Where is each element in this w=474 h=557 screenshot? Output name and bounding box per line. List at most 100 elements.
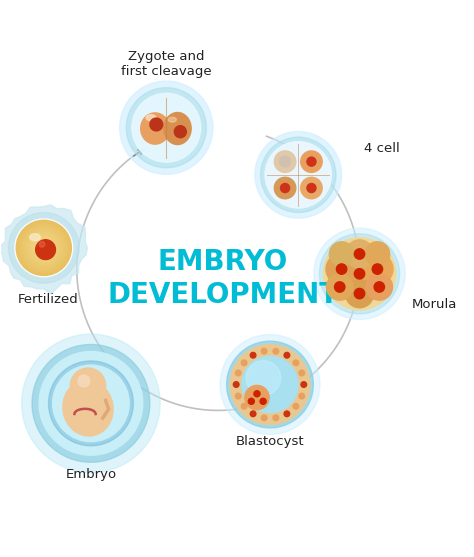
Circle shape bbox=[236, 393, 241, 399]
Polygon shape bbox=[0, 205, 87, 294]
Circle shape bbox=[24, 228, 64, 268]
Circle shape bbox=[48, 361, 133, 446]
Circle shape bbox=[39, 242, 45, 247]
Circle shape bbox=[307, 157, 316, 166]
Circle shape bbox=[30, 234, 57, 262]
Circle shape bbox=[365, 242, 390, 266]
Circle shape bbox=[261, 349, 267, 354]
Circle shape bbox=[15, 219, 73, 277]
Circle shape bbox=[33, 237, 55, 259]
Circle shape bbox=[307, 183, 316, 193]
Circle shape bbox=[374, 282, 384, 292]
Circle shape bbox=[41, 245, 46, 251]
Text: Morula: Morula bbox=[411, 298, 457, 311]
Circle shape bbox=[261, 137, 336, 213]
Ellipse shape bbox=[168, 118, 176, 122]
Circle shape bbox=[26, 229, 62, 266]
Ellipse shape bbox=[141, 113, 170, 144]
Text: 4 cell: 4 cell bbox=[364, 143, 400, 155]
Circle shape bbox=[326, 253, 357, 285]
Circle shape bbox=[241, 403, 247, 409]
Circle shape bbox=[355, 249, 365, 259]
Circle shape bbox=[18, 222, 70, 273]
Circle shape bbox=[16, 221, 72, 276]
Circle shape bbox=[281, 183, 290, 193]
Circle shape bbox=[233, 382, 239, 387]
Circle shape bbox=[227, 341, 313, 428]
Circle shape bbox=[21, 225, 67, 271]
Circle shape bbox=[329, 242, 354, 266]
Circle shape bbox=[236, 370, 241, 376]
Circle shape bbox=[23, 227, 65, 269]
Circle shape bbox=[38, 242, 49, 253]
Ellipse shape bbox=[164, 113, 191, 144]
Circle shape bbox=[260, 398, 266, 404]
Circle shape bbox=[299, 370, 305, 376]
Ellipse shape bbox=[274, 177, 296, 199]
Circle shape bbox=[22, 334, 160, 473]
Circle shape bbox=[78, 375, 90, 387]
Circle shape bbox=[255, 131, 342, 218]
Circle shape bbox=[335, 282, 345, 292]
Circle shape bbox=[39, 243, 48, 252]
Ellipse shape bbox=[146, 115, 156, 121]
Circle shape bbox=[27, 231, 60, 265]
Circle shape bbox=[314, 228, 405, 320]
Circle shape bbox=[362, 253, 393, 285]
Circle shape bbox=[17, 221, 71, 275]
Circle shape bbox=[32, 236, 56, 260]
Circle shape bbox=[327, 274, 353, 300]
Circle shape bbox=[284, 353, 290, 358]
Ellipse shape bbox=[301, 177, 322, 199]
Circle shape bbox=[230, 345, 310, 424]
Circle shape bbox=[37, 241, 50, 255]
Circle shape bbox=[43, 247, 45, 249]
Circle shape bbox=[355, 268, 365, 279]
Circle shape bbox=[299, 393, 305, 399]
Circle shape bbox=[36, 240, 52, 256]
Circle shape bbox=[34, 238, 54, 258]
Circle shape bbox=[19, 223, 69, 273]
Circle shape bbox=[36, 241, 51, 255]
Ellipse shape bbox=[30, 234, 40, 241]
Circle shape bbox=[355, 289, 365, 299]
Circle shape bbox=[27, 231, 61, 265]
Circle shape bbox=[132, 93, 201, 162]
Circle shape bbox=[35, 239, 53, 257]
Circle shape bbox=[28, 232, 59, 263]
Circle shape bbox=[293, 403, 299, 409]
Circle shape bbox=[273, 415, 279, 421]
Ellipse shape bbox=[274, 151, 296, 172]
Circle shape bbox=[337, 264, 347, 274]
Text: Fertilized: Fertilized bbox=[18, 293, 79, 306]
Circle shape bbox=[280, 157, 291, 167]
Circle shape bbox=[20, 224, 68, 272]
Circle shape bbox=[53, 365, 129, 442]
Circle shape bbox=[265, 141, 331, 208]
Circle shape bbox=[273, 349, 279, 354]
Circle shape bbox=[284, 411, 290, 417]
Circle shape bbox=[22, 226, 66, 270]
Circle shape bbox=[174, 126, 186, 138]
Circle shape bbox=[220, 335, 320, 434]
Circle shape bbox=[119, 81, 213, 174]
Text: EMBRYO
DEVELOPMENT: EMBRYO DEVELOPMENT bbox=[107, 248, 338, 309]
Circle shape bbox=[254, 390, 260, 397]
Circle shape bbox=[246, 361, 281, 395]
Circle shape bbox=[126, 87, 206, 168]
Circle shape bbox=[250, 353, 256, 358]
Circle shape bbox=[250, 411, 256, 417]
Circle shape bbox=[261, 415, 267, 421]
Circle shape bbox=[9, 213, 79, 283]
Text: Blastocyst: Blastocyst bbox=[236, 434, 304, 448]
Circle shape bbox=[323, 238, 396, 310]
Text: Zygote and
first cleavage: Zygote and first cleavage bbox=[121, 50, 211, 78]
Circle shape bbox=[29, 233, 58, 262]
Circle shape bbox=[39, 351, 143, 455]
Circle shape bbox=[25, 228, 63, 267]
Circle shape bbox=[242, 356, 298, 413]
Circle shape bbox=[40, 244, 47, 252]
Ellipse shape bbox=[301, 151, 322, 172]
Circle shape bbox=[346, 280, 374, 307]
Circle shape bbox=[31, 235, 57, 261]
